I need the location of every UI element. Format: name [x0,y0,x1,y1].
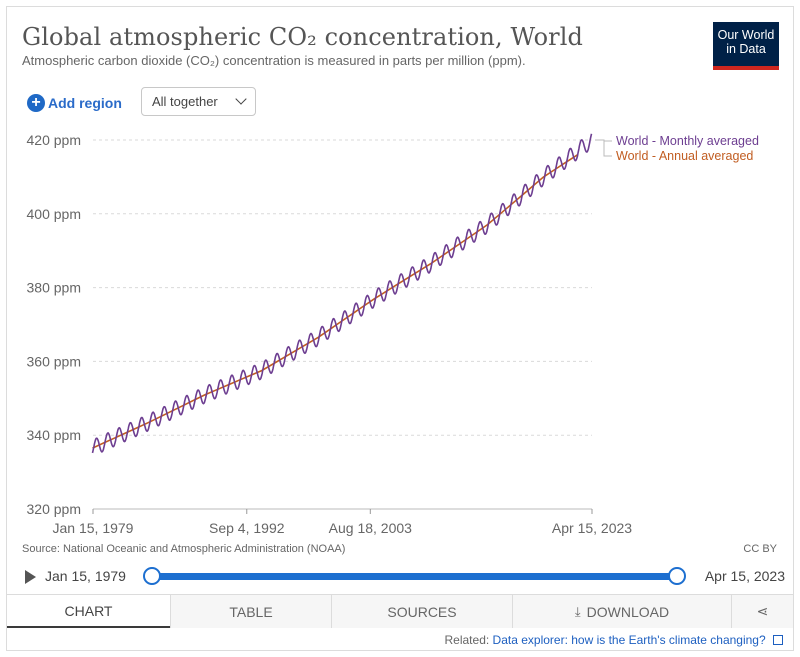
download-icon: ⤓ [574,603,581,619]
timeline: Jan 15, 1979 Apr 15, 2023 [21,565,787,589]
x-tick-label: Aug 18, 2003 [329,520,413,536]
legend-label: World - Monthly averaged [616,134,759,148]
y-tick-label: 420 ppm [27,132,81,148]
chart-title: Global atmospheric CO₂ concentration, Wo… [22,23,583,51]
add-region-label: Add region [48,95,122,111]
x-axis: Jan 15, 1979 Sep 4, 1992 Aug 18, 2003 Apr 1… [53,509,632,536]
timeline-end-label: Apr 15, 2023 [704,568,785,584]
timeline-start-label: Jan 15, 1979 [45,568,126,584]
tab-download-label: DOWNLOAD [586,603,670,620]
legend-label: World - Annual averaged [616,149,753,163]
x-tick-label: Sep 4, 1992 [209,520,285,536]
owid-logo[interactable]: Our World in Data [713,22,779,70]
share-icon: ⋖ [756,603,769,619]
tab-download[interactable]: ⤓ DOWNLOAD [512,595,731,628]
related-link-row: Related: Data explorer: how is the Earth… [444,633,783,647]
add-region-button[interactable]: + Add region [27,92,122,114]
series-lines [91,133,593,454]
y-tick-label: 340 ppm [27,427,81,443]
y-tick-label: 400 ppm [27,206,81,222]
timeline-track[interactable] [151,573,676,580]
play-icon[interactable] [25,570,36,584]
y-tick-label: 380 ppm [27,280,81,296]
facet-select-value: All together [152,94,218,109]
tab-table[interactable]: TABLE [170,595,331,628]
x-tick-label: Apr 15, 2023 [552,520,632,536]
related-prefix: Related: [444,633,490,647]
facet-select[interactable]: All together [141,87,256,116]
share-button[interactable]: ⋖ [731,595,793,628]
tab-sources[interactable]: SOURCES [331,595,512,628]
tab-bar: CHART TABLE SOURCES ⤓ DOWNLOAD ⋖ [7,594,793,628]
tab-chart[interactable]: CHART [7,595,170,628]
y-tick-label: 320 ppm [27,501,81,517]
timeline-end-handle[interactable] [668,567,686,585]
chart-card: Global atmospheric CO₂ concentration, Wo… [6,6,794,651]
license-badge[interactable]: CC BY [743,543,777,555]
logo-line-1: Our World [717,28,775,42]
external-link-icon[interactable] [773,635,783,645]
source-note: Source: National Oceanic and Atmospheric… [22,543,346,555]
logo-line-2: in Data [726,42,766,56]
plus-circle-icon: + [27,94,45,112]
legend-leader-line [595,139,612,157]
line-chart: 320 ppm 340 ppm 360 ppm 380 ppm 400 ppm 420 p… [27,132,759,536]
chart-subtitle: Atmospheric carbon dioxide (CO₂) concent… [22,53,526,68]
series-line-monthly [91,133,593,454]
related-link[interactable]: Data explorer: how is the Earth's climat… [492,633,766,647]
chevron-down-icon [235,93,247,105]
gridlines [93,139,592,510]
series-line-annual [92,154,578,449]
timeline-start-handle[interactable] [143,567,161,585]
x-tick-label: Jan 15, 1979 [53,520,134,536]
y-axis: 320 ppm 340 ppm 360 ppm 380 ppm 400 ppm 420 p… [27,132,81,517]
y-tick-label: 360 ppm [27,353,81,369]
